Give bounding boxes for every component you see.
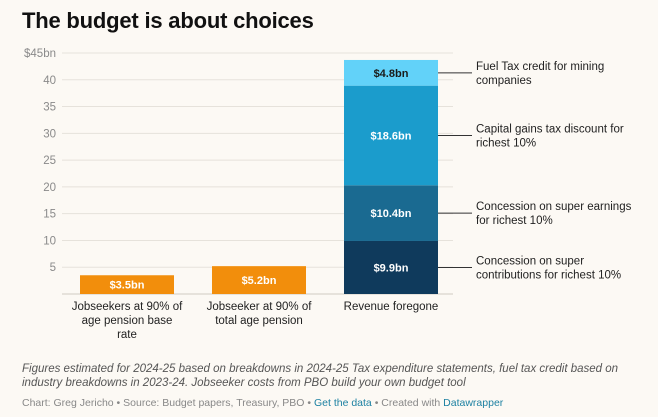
footer-separator: •	[113, 397, 124, 409]
category-label: Jobseekers at 90% of	[72, 301, 183, 313]
chart-title: The budget is about choices	[22, 8, 314, 33]
y-tick-label: 15	[43, 209, 56, 221]
bar-segment	[212, 266, 306, 294]
category-label: Revenue foregone	[344, 301, 439, 313]
bar-segment	[344, 240, 438, 294]
stacked-bar-chart: $3.5bn $5.2bn $9.9bn $10.4bn $18.6bn $4.8bn $…	[24, 48, 632, 341]
bar-value-label: $10.4bn	[371, 208, 412, 220]
bar-value-label: $3.5bn	[110, 280, 145, 292]
get-the-data-link[interactable]: Get the data	[313, 397, 372, 409]
annotation-text: richest 10%	[476, 137, 536, 149]
bar-segment	[344, 59, 438, 86]
annotation-text: for richest 10%	[476, 215, 553, 227]
category-labels: Jobseekers at 90% of age pension base rate…	[72, 301, 439, 341]
bar-value-labels: $3.5bn $5.2bn $9.9bn $10.4bn $18.6bn $4.8bn	[110, 68, 412, 292]
annotation-text: contributions for richest 10%	[476, 269, 621, 281]
bar-value-label: $5.2bn	[242, 275, 277, 287]
datawrapper-link[interactable]: Datawrapper	[443, 397, 504, 409]
annotation-text: Capital gains tax discount for	[476, 123, 624, 135]
annotation-text: Fuel Tax credit for mining	[476, 61, 604, 73]
y-tick-label: 25	[43, 155, 56, 167]
y-axis-labels: $45bn 40 35 30 25 20 15 10 5	[24, 48, 56, 274]
chart-notes: Figures estimated for 2024-25 based on b…	[22, 363, 619, 389]
y-tick-label: 40	[43, 75, 56, 87]
annotation-text: Concession on super	[476, 255, 584, 267]
bar-value-label: $18.6bn	[371, 130, 412, 142]
footer-credit: Chart: Greg Jericho	[22, 397, 114, 409]
y-tick-label: 35	[43, 102, 56, 114]
category-label: total age pension	[215, 315, 303, 327]
y-tick-label: 30	[43, 128, 56, 140]
bar-segment	[344, 185, 438, 241]
y-tick-label: 10	[43, 235, 56, 247]
y-tick-label: 5	[50, 262, 56, 274]
bar-segment	[344, 85, 438, 186]
chart-footer: Chart: Greg Jericho • Source: Budget pap…	[22, 397, 503, 409]
footer-created-with: Created with	[381, 397, 444, 409]
footer-source: Source: Budget papers, Treasury, PBO	[123, 397, 305, 409]
y-tick-label: 20	[43, 182, 56, 194]
footer-separator: •	[304, 397, 314, 409]
bars	[80, 59, 438, 294]
footer-separator: •	[371, 397, 382, 409]
bar-segment	[80, 275, 174, 294]
category-label: rate	[117, 329, 137, 341]
segment-annotations: Concession on super contributions for ric…	[438, 61, 632, 281]
bar-value-label: $9.9bn	[374, 262, 409, 274]
bar-value-label: $4.8bn	[374, 68, 409, 80]
annotation-text: companies	[476, 75, 532, 87]
annotation-text: Concession on super earnings	[476, 201, 632, 213]
category-label: Jobseeker at 90% of	[207, 301, 313, 313]
y-tick-label: $45bn	[24, 48, 56, 60]
category-label: age pension base	[82, 315, 173, 327]
